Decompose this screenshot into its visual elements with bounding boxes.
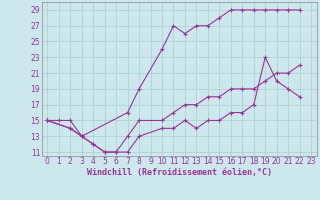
X-axis label: Windchill (Refroidissement éolien,°C): Windchill (Refroidissement éolien,°C) xyxy=(87,168,272,177)
